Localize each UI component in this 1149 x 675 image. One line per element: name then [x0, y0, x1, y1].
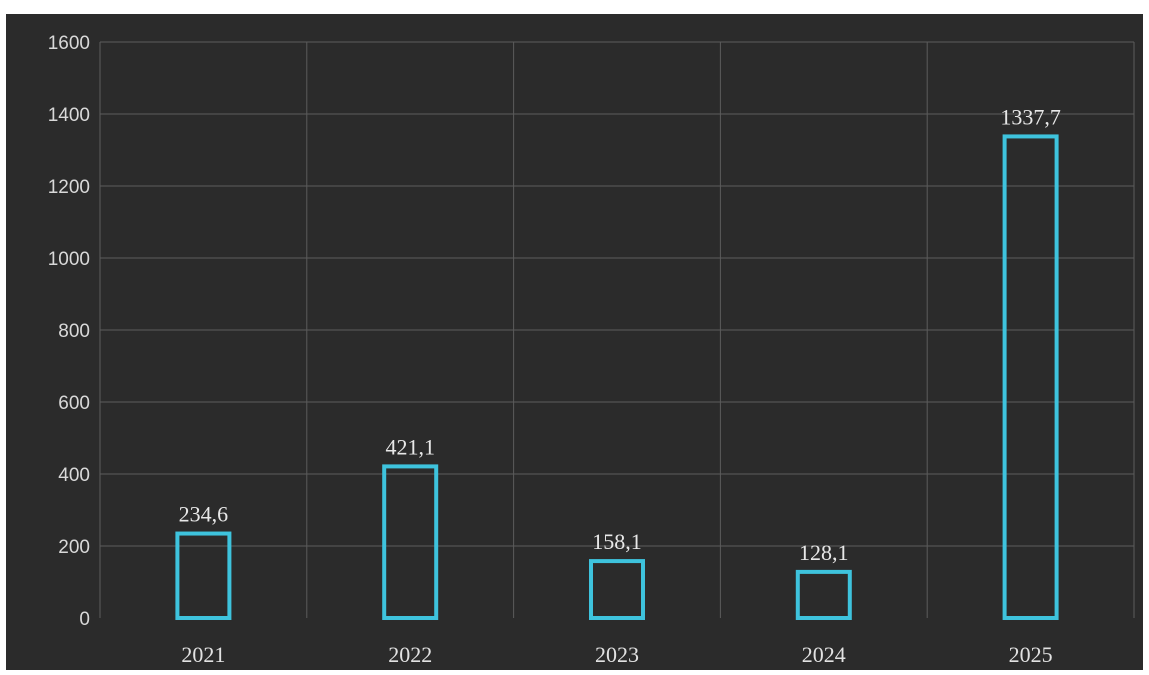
- y-tick-label: 400: [58, 465, 90, 486]
- grid: [99, 41, 1135, 618]
- x-axis: 2021 2022 2023 2024 2025: [181, 642, 1052, 667]
- bar-2021: [175, 531, 232, 621]
- y-tick-label: 200: [58, 537, 90, 558]
- data-label: 234,6: [179, 502, 229, 527]
- bars: [175, 134, 1059, 621]
- data-label: 128,1: [799, 540, 849, 565]
- x-tick-label: 2025: [1009, 642, 1053, 667]
- data-labels: 234,6 421,1 158,1 128,1 1337,7: [179, 104, 1061, 564]
- bar-2022: [382, 464, 439, 620]
- data-label: 158,1: [592, 529, 642, 554]
- chart-background: [6, 14, 1143, 670]
- y-tick-label: 0: [79, 609, 90, 630]
- y-tick-label: 1200: [48, 177, 90, 198]
- bar-2025: [1002, 134, 1059, 620]
- bar-2023: [589, 559, 645, 620]
- bar-2024: [795, 569, 852, 620]
- x-tick-label: 2022: [388, 642, 432, 667]
- x-tick-label: 2023: [595, 642, 639, 667]
- data-label: 1337,7: [1000, 104, 1061, 129]
- y-tick-label: 1400: [48, 105, 90, 126]
- y-tick-label: 600: [58, 393, 90, 414]
- y-tick-label: 800: [58, 321, 90, 342]
- data-label: 421,1: [385, 434, 435, 459]
- y-tick-label: 1600: [48, 33, 90, 54]
- y-axis: 0 200 400 600 800 1000 1200 1400 1600: [48, 33, 90, 630]
- x-tick-label: 2021: [181, 642, 225, 667]
- x-tick-label: 2024: [802, 642, 846, 667]
- y-tick-label: 1000: [48, 249, 90, 270]
